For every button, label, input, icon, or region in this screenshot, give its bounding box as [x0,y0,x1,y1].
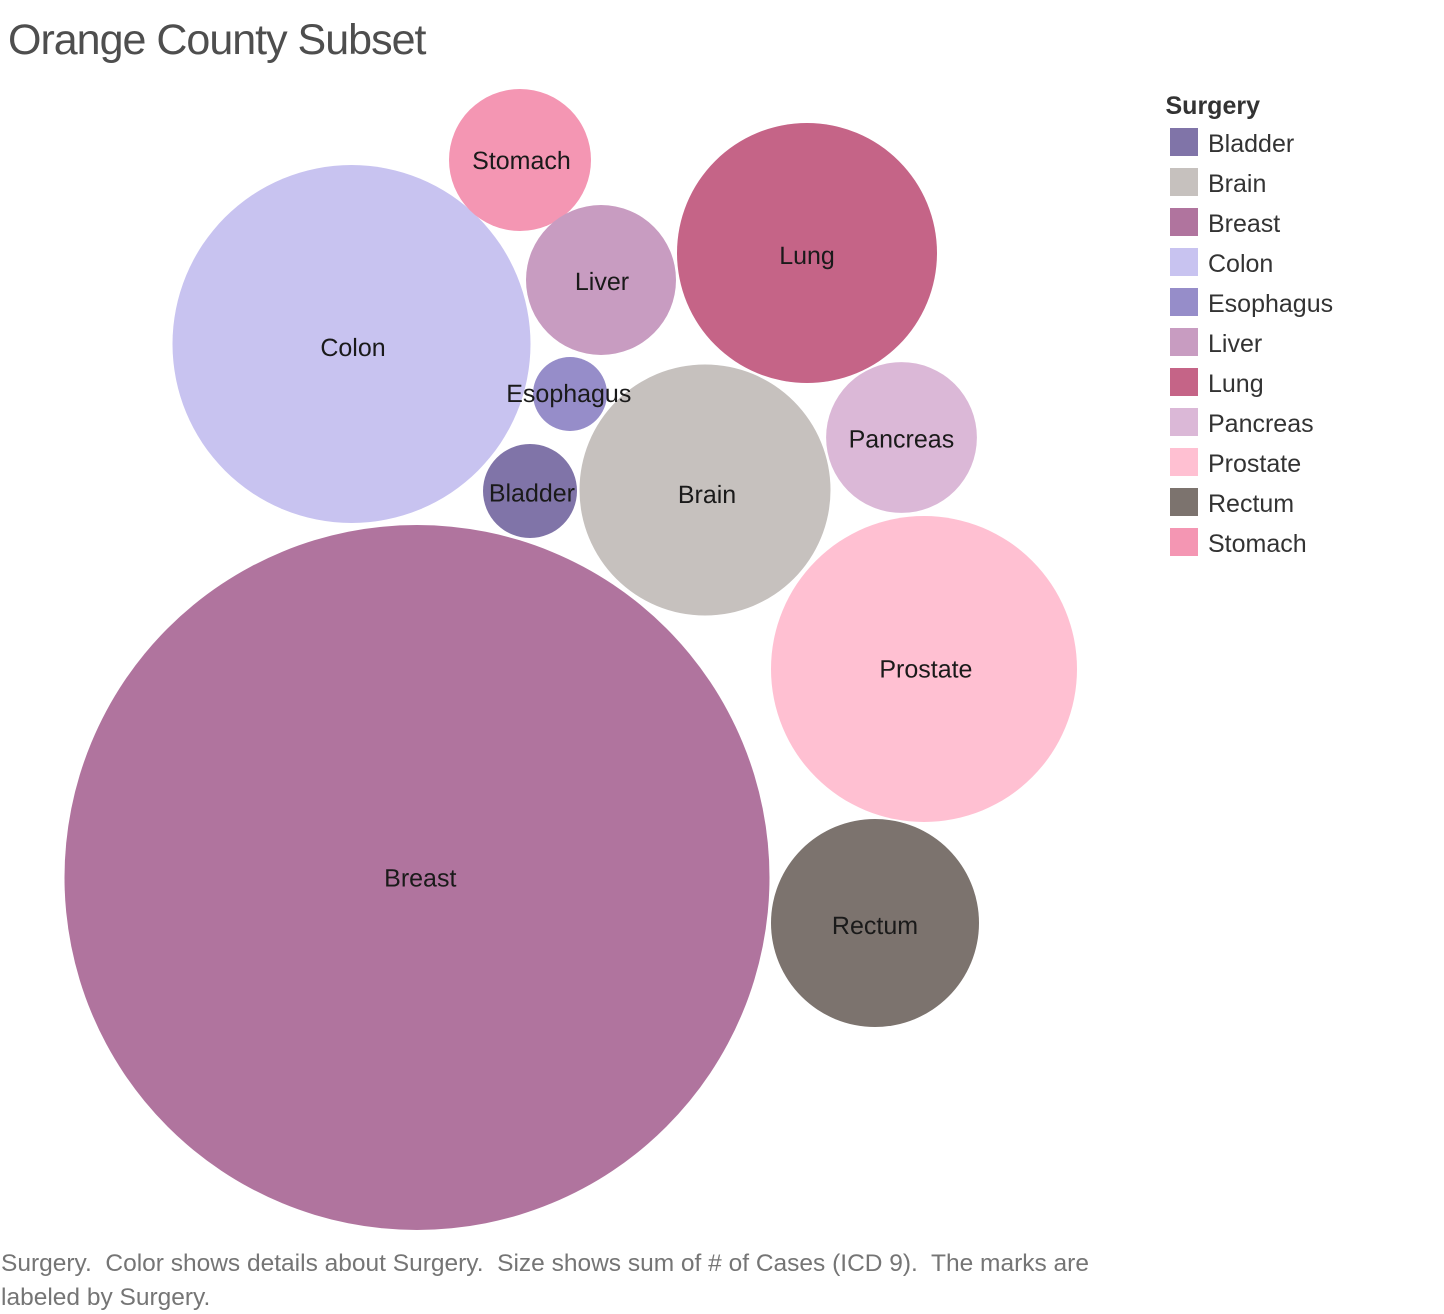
svg-text:Breast: Breast [384,864,456,892]
svg-text:Lung: Lung [779,242,835,270]
svg-text:Prostate: Prostate [879,655,972,683]
svg-text:Colon: Colon [320,334,385,362]
svg-text:Brain: Brain [678,481,736,509]
svg-text:Stomach: Stomach [472,147,571,175]
svg-text:Esophagus: Esophagus [506,380,631,408]
svg-text:Pancreas: Pancreas [849,425,955,453]
svg-text:Bladder: Bladder [489,480,575,508]
svg-text:Rectum: Rectum [832,912,918,940]
svg-text:Liver: Liver [575,268,629,296]
